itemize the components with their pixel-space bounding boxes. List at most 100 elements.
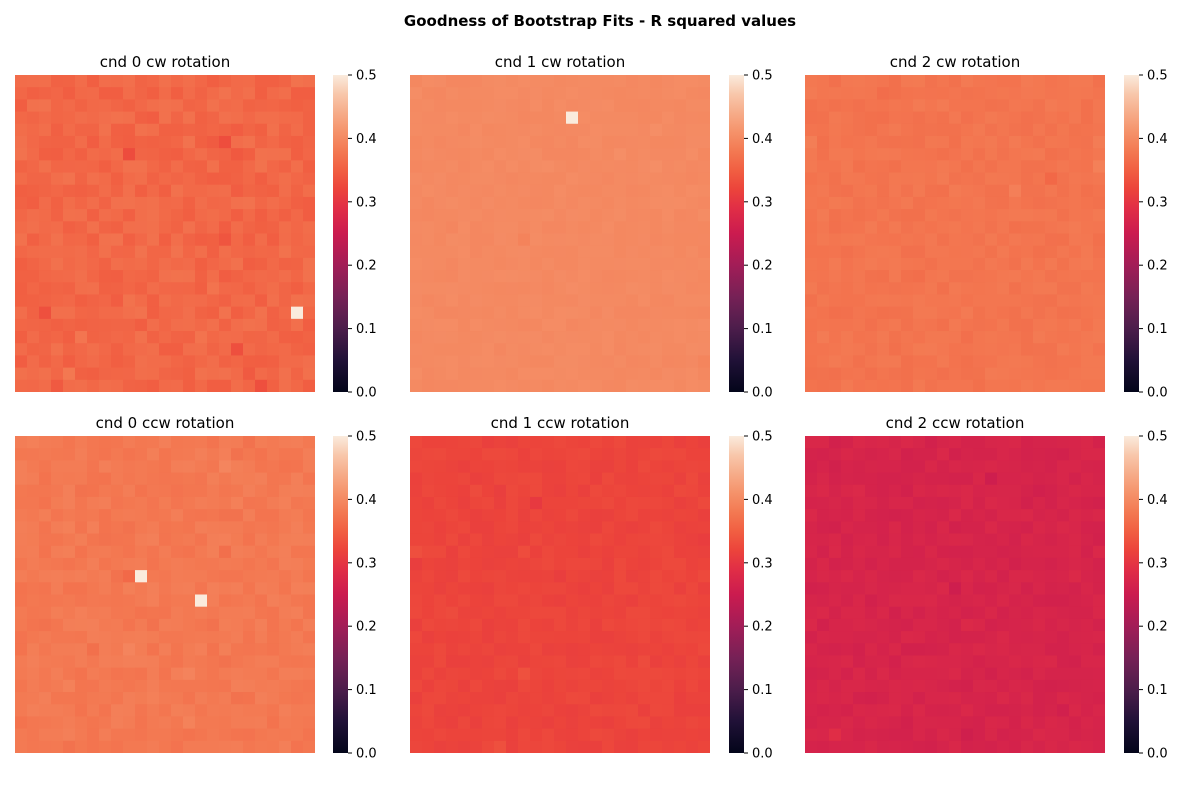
heatmap-cell [422, 496, 435, 510]
heatmap-cell [925, 533, 938, 547]
heatmap-cell [27, 343, 40, 357]
heatmap-cell [662, 594, 675, 608]
heatmap-cell [1069, 436, 1082, 449]
heatmap-cell [99, 172, 112, 186]
heatmap-cell [183, 209, 196, 222]
heatmap-cell [1069, 270, 1082, 283]
heatmap-cell [1081, 655, 1094, 669]
heatmap-cell [626, 282, 639, 296]
heatmap-cell [997, 582, 1010, 596]
heatmap-cell [63, 740, 76, 753]
heatmap-cell [195, 606, 208, 620]
heatmap-cell [135, 282, 148, 296]
heatmap-cell [973, 221, 986, 235]
heatmap-cell [51, 87, 64, 100]
heatmap-cell [231, 245, 244, 259]
heatmap-cell [853, 172, 866, 186]
heatmap-cell [159, 172, 172, 186]
heatmap-cell [985, 148, 998, 161]
heatmap-cell [267, 379, 280, 392]
heatmap-cell [111, 270, 124, 283]
heatmap-cell [243, 233, 256, 247]
heatmap-cell [207, 331, 220, 344]
heatmap-cell [410, 172, 423, 186]
heatmap-cell [889, 123, 902, 137]
heatmap-cell [231, 667, 244, 681]
heatmap-cell [27, 618, 40, 632]
heatmap-cell [686, 221, 699, 235]
colorbar-tick-label: 0.2 [356, 620, 377, 635]
heatmap-cell [997, 618, 1010, 632]
heatmap-cell [638, 99, 651, 113]
colorbar-tick-label: 0.5 [356, 69, 377, 84]
heatmap-cell [1057, 257, 1070, 271]
heatmap-cell [171, 618, 184, 632]
figure-title: Goodness of Bootstrap Fits - R squared v… [403, 12, 797, 30]
heatmap-cell [674, 716, 687, 730]
heatmap-cell [219, 618, 232, 632]
heatmap-cell [949, 631, 962, 644]
heatmap-cell [303, 111, 315, 125]
heatmap-cell [805, 692, 818, 705]
heatmap-cell [183, 270, 196, 283]
heatmap-cell [303, 270, 315, 283]
heatmap-cell [937, 484, 950, 498]
heatmap-cell [51, 618, 64, 632]
heatmap-cell [1021, 631, 1034, 644]
heatmap-cell [458, 740, 471, 753]
heatmap-cell [183, 448, 196, 461]
heatmap-cell [698, 692, 710, 705]
heatmap-cell [542, 343, 555, 357]
heatmap-cell [578, 270, 591, 283]
heatmap-cell [111, 484, 124, 498]
heatmap-cell [123, 355, 136, 369]
heatmap-cell [542, 379, 555, 392]
heatmap-cell [231, 496, 244, 510]
heatmap-cell [913, 135, 926, 149]
heatmap-cell [865, 496, 878, 510]
heatmap-cell [518, 655, 531, 669]
heatmap-cell [39, 245, 52, 259]
heatmap-cell [877, 582, 890, 596]
heatmap-cell [949, 460, 962, 474]
heatmap-cell [961, 643, 974, 657]
heatmap-cell [410, 245, 423, 259]
heatmap-cell [219, 643, 232, 657]
heatmap-cell [1033, 631, 1046, 644]
heatmap-cell [39, 270, 52, 283]
heatmap-cell [1021, 448, 1034, 461]
heatmap-cell [841, 282, 854, 296]
heatmap-cell [27, 728, 40, 742]
heatmap-cell [925, 318, 938, 332]
heatmap-cell [841, 257, 854, 271]
heatmap-cell [135, 484, 148, 498]
heatmap-cell [638, 331, 651, 344]
heatmap-cell [566, 196, 579, 210]
heatmap-cell [231, 594, 244, 608]
heatmap-cell [817, 679, 830, 693]
heatmap-cell [111, 545, 124, 559]
heatmap-cell [865, 631, 878, 644]
heatmap-cell [686, 631, 699, 644]
heatmap-cell [231, 533, 244, 547]
colorbar-tick-label: 0.3 [1147, 556, 1168, 571]
heatmap-cell [686, 379, 699, 392]
heatmap-cell [674, 343, 687, 357]
heatmap-cell [518, 87, 531, 100]
heatmap-cell [422, 692, 435, 705]
heatmap-cell [410, 184, 423, 198]
heatmap-cell [1093, 521, 1105, 535]
heatmap-cell [494, 99, 507, 113]
heatmap-cell [829, 679, 842, 693]
heatmap-cell [578, 594, 591, 608]
heatmap-cell [686, 740, 699, 753]
heatmap-cell [494, 472, 507, 486]
heatmap-cell [494, 257, 507, 271]
heatmap-cell [63, 643, 76, 657]
heatmap-cell [87, 355, 100, 369]
heatmap-cell [291, 123, 304, 137]
heatmap-cell [614, 509, 627, 522]
heatmap-cell [51, 379, 64, 392]
heatmap-cell [554, 306, 567, 320]
colorbar-tick-label: 0.4 [1147, 132, 1168, 147]
